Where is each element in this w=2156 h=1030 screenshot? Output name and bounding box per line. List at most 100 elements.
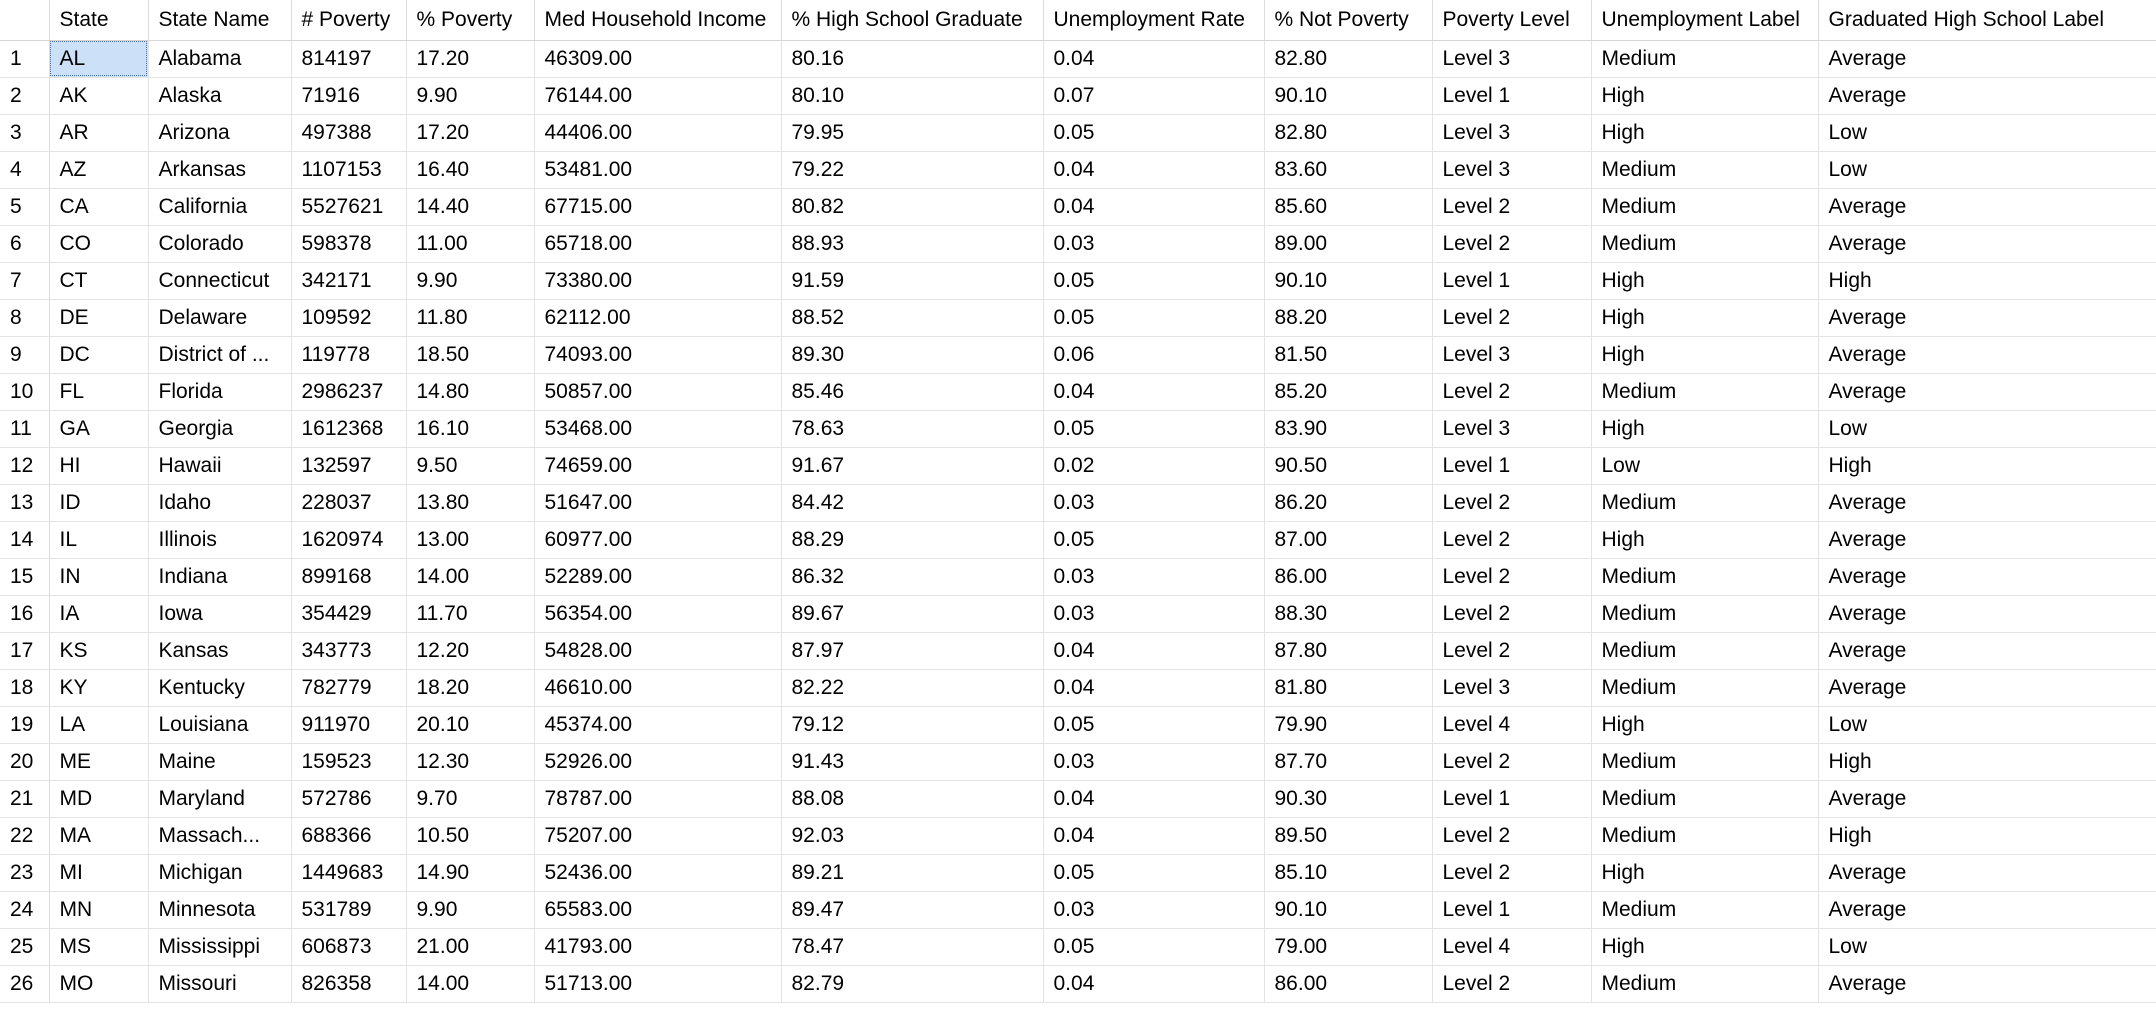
cell-unemployment-label[interactable]: Medium [1591, 373, 1819, 411]
cell-poverty-level[interactable]: Level 2 [1432, 188, 1592, 226]
cell-pct-not-poverty[interactable]: 86.20 [1264, 484, 1433, 522]
table-row[interactable]: 8 DE Delaware 109592 11.80 62112.00 88.52 0.05 8… [0, 299, 2156, 337]
cell-unemployment-label[interactable]: High [1591, 410, 1819, 448]
cell-graduated-high-school-label[interactable]: Average [1818, 558, 2156, 596]
cell-unemployment-rate[interactable]: 0.05 [1043, 410, 1265, 448]
cell-pct-poverty[interactable]: 16.40 [406, 151, 535, 189]
row-number-cell[interactable]: 19 [0, 706, 50, 744]
cell-unemployment-label[interactable]: High [1591, 336, 1819, 374]
cell-pct-high-school-graduate[interactable]: 88.08 [781, 780, 1044, 818]
cell-state-name[interactable]: Indiana [148, 558, 292, 596]
cell-graduated-high-school-label[interactable]: Average [1818, 336, 2156, 374]
cell-pct-not-poverty[interactable]: 87.70 [1264, 743, 1433, 781]
cell-num-poverty[interactable]: 814197 [291, 40, 407, 78]
cell-graduated-high-school-label[interactable]: Average [1818, 595, 2156, 633]
cell-unemployment-rate[interactable]: 0.05 [1043, 521, 1265, 559]
cell-poverty-level[interactable]: Level 4 [1432, 928, 1592, 966]
cell-med-household-income[interactable]: 50857.00 [534, 373, 782, 411]
cell-unemployment-rate[interactable]: 0.04 [1043, 188, 1265, 226]
cell-graduated-high-school-label[interactable]: High [1818, 262, 2156, 300]
cell-unemployment-label[interactable]: High [1591, 114, 1819, 152]
cell-state-name[interactable]: Alabama [148, 40, 292, 78]
cell-num-poverty[interactable]: 354429 [291, 595, 407, 633]
cell-state[interactable]: AZ [49, 151, 149, 189]
cell-med-household-income[interactable]: 78787.00 [534, 780, 782, 818]
row-number-cell[interactable]: 14 [0, 521, 50, 559]
cell-state-name[interactable]: Kansas [148, 632, 292, 670]
cell-pct-not-poverty[interactable]: 88.30 [1264, 595, 1433, 633]
cell-pct-poverty[interactable]: 21.00 [406, 928, 535, 966]
column-header-unemployment-rate[interactable]: Unemployment Rate [1043, 0, 1265, 41]
cell-pct-not-poverty[interactable]: 90.30 [1264, 780, 1433, 818]
cell-graduated-high-school-label[interactable]: Average [1818, 373, 2156, 411]
cell-num-poverty[interactable]: 1620974 [291, 521, 407, 559]
cell-pct-poverty[interactable]: 9.90 [406, 262, 535, 300]
cell-pct-not-poverty[interactable]: 79.00 [1264, 928, 1433, 966]
cell-poverty-level[interactable]: Level 1 [1432, 262, 1592, 300]
cell-unemployment-rate[interactable]: 0.04 [1043, 965, 1265, 1003]
column-header-unemployment-label[interactable]: Unemployment Label [1591, 0, 1819, 41]
cell-poverty-level[interactable]: Level 3 [1432, 410, 1592, 448]
cell-graduated-high-school-label[interactable]: Low [1818, 151, 2156, 189]
cell-num-poverty[interactable]: 1612368 [291, 410, 407, 448]
cell-unemployment-rate[interactable]: 0.03 [1043, 743, 1265, 781]
table-row[interactable]: 4 AZ Arkansas 1107153 16.40 53481.00 79.22 0.04… [0, 151, 2156, 189]
cell-pct-not-poverty[interactable]: 89.00 [1264, 225, 1433, 263]
cell-unemployment-rate[interactable]: 0.03 [1043, 558, 1265, 596]
table-row[interactable]: 6 CO Colorado 598378 11.00 65718.00 88.93 0.03 8… [0, 225, 2156, 263]
cell-med-household-income[interactable]: 52289.00 [534, 558, 782, 596]
cell-poverty-level[interactable]: Level 1 [1432, 447, 1592, 485]
cell-poverty-level[interactable]: Level 4 [1432, 706, 1592, 744]
cell-pct-high-school-graduate[interactable]: 80.10 [781, 77, 1044, 115]
cell-state-name[interactable]: District of ... [148, 336, 292, 374]
cell-unemployment-label[interactable]: Medium [1591, 595, 1819, 633]
cell-unemployment-label[interactable]: High [1591, 299, 1819, 337]
table-row[interactable]: 2 AK Alaska 71916 9.90 76144.00 80.10 0.07 90.10… [0, 77, 2156, 115]
column-header-pct-poverty[interactable]: % Poverty [406, 0, 535, 41]
row-number-cell[interactable]: 20 [0, 743, 50, 781]
cell-unemployment-rate[interactable]: 0.06 [1043, 336, 1265, 374]
table-row[interactable]: 21 MD Maryland 572786 9.70 78787.00 88.08 0.04 9… [0, 780, 2156, 818]
cell-num-poverty[interactable]: 606873 [291, 928, 407, 966]
cell-pct-high-school-graduate[interactable]: 78.63 [781, 410, 1044, 448]
cell-pct-poverty[interactable]: 13.00 [406, 521, 535, 559]
row-number-cell[interactable]: 17 [0, 632, 50, 670]
table-row[interactable]: 24 MN Minnesota 531789 9.90 65583.00 89.47 0.03… [0, 891, 2156, 929]
cell-med-household-income[interactable]: 62112.00 [534, 299, 782, 337]
cell-poverty-level[interactable]: Level 2 [1432, 854, 1592, 892]
row-number-cell[interactable]: 11 [0, 410, 50, 448]
cell-pct-not-poverty[interactable]: 82.80 [1264, 114, 1433, 152]
cell-num-poverty[interactable]: 2986237 [291, 373, 407, 411]
table-row[interactable]: 23 MI Michigan 1449683 14.90 52436.00 89.21 0.0… [0, 854, 2156, 892]
cell-pct-not-poverty[interactable]: 85.10 [1264, 854, 1433, 892]
cell-unemployment-rate[interactable]: 0.02 [1043, 447, 1265, 485]
column-header-pct-high-school-graduate[interactable]: % High School Graduate [781, 0, 1044, 41]
cell-graduated-high-school-label[interactable]: Low [1818, 114, 2156, 152]
table-row[interactable]: 10 FL Florida 2986237 14.80 50857.00 85.46 0.04… [0, 373, 2156, 411]
cell-pct-high-school-graduate[interactable]: 86.32 [781, 558, 1044, 596]
cell-med-household-income[interactable]: 46309.00 [534, 40, 782, 78]
cell-state-name[interactable]: Maine [148, 743, 292, 781]
cell-poverty-level[interactable]: Level 2 [1432, 743, 1592, 781]
cell-graduated-high-school-label[interactable]: Average [1818, 965, 2156, 1003]
cell-num-poverty[interactable]: 132597 [291, 447, 407, 485]
cell-graduated-high-school-label[interactable]: Average [1818, 188, 2156, 226]
cell-state[interactable]: AK [49, 77, 149, 115]
cell-graduated-high-school-label[interactable]: Low [1818, 928, 2156, 966]
cell-graduated-high-school-label[interactable]: High [1818, 743, 2156, 781]
cell-num-poverty[interactable]: 1107153 [291, 151, 407, 189]
table-row[interactable]: 25 MS Mississippi 606873 21.00 41793.00 78.47 0… [0, 928, 2156, 966]
cell-num-poverty[interactable]: 899168 [291, 558, 407, 596]
cell-pct-poverty[interactable]: 9.90 [406, 77, 535, 115]
cell-graduated-high-school-label[interactable]: Average [1818, 484, 2156, 522]
cell-med-household-income[interactable]: 65583.00 [534, 891, 782, 929]
cell-pct-not-poverty[interactable]: 89.50 [1264, 817, 1433, 855]
cell-pct-not-poverty[interactable]: 88.20 [1264, 299, 1433, 337]
cell-poverty-level[interactable]: Level 2 [1432, 225, 1592, 263]
cell-pct-not-poverty[interactable]: 83.90 [1264, 410, 1433, 448]
table-row[interactable]: 7 CT Connecticut 342171 9.90 73380.00 91.59 0.0… [0, 262, 2156, 300]
cell-pct-not-poverty[interactable]: 86.00 [1264, 558, 1433, 596]
cell-pct-not-poverty[interactable]: 81.80 [1264, 669, 1433, 707]
column-header-poverty-level[interactable]: Poverty Level [1432, 0, 1592, 41]
